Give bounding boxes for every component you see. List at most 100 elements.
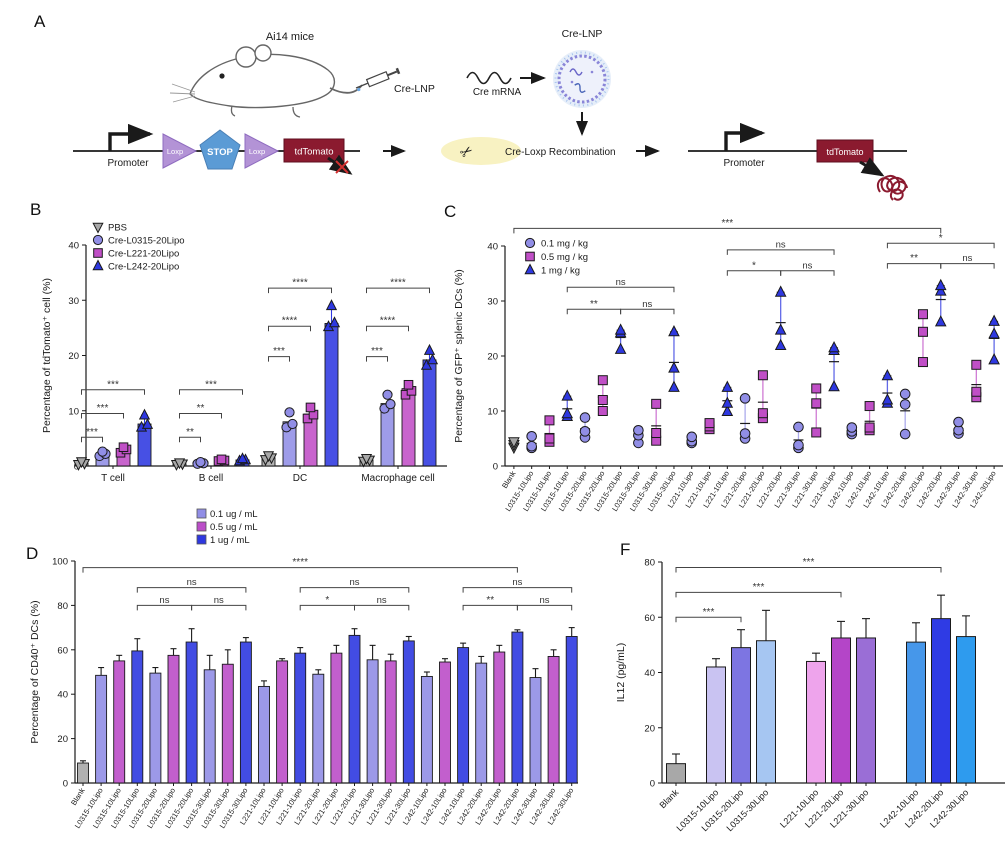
mouse-title: Ai14 mice [266, 31, 314, 43]
data-point [988, 353, 1000, 365]
bar [731, 647, 751, 784]
significance-label: ** [590, 299, 598, 310]
legend-swatch [196, 521, 207, 532]
y-axis-title: Percentage of CD40⁺ DCs (%) [29, 600, 41, 743]
data-point [93, 248, 103, 258]
data-point [614, 323, 627, 335]
bar [348, 634, 361, 784]
data-point [668, 380, 680, 392]
data-point [614, 342, 627, 354]
data-point [403, 379, 414, 390]
significance-bracket [566, 286, 675, 293]
gene-construct-recombined: Promoter tdTomato [688, 122, 908, 201]
data-point [423, 343, 436, 355]
y-axis-title: Percentage of tdTomato⁺ cell (%) [41, 278, 53, 433]
x-category-label: DC [293, 473, 307, 484]
significance-label: ns [962, 253, 972, 264]
promoter-arrow [108, 123, 154, 151]
significance-bracket [268, 287, 332, 294]
bar [384, 660, 397, 784]
significance-label: **** [292, 557, 308, 568]
bar [493, 651, 506, 784]
bar [475, 662, 488, 784]
tdtomato-label: tdTomato [294, 147, 333, 158]
promoter-label: Promoter [107, 158, 149, 169]
data-point [544, 415, 555, 426]
legend-label: 0.1 mg / kg [541, 239, 588, 250]
tdtomato-label: tdTomato [826, 147, 863, 157]
panel-f-label: F [620, 540, 631, 559]
injection-label: Cre-LNP [394, 83, 435, 95]
mouse-whiskers [169, 83, 196, 103]
data-point [508, 437, 520, 449]
panel-d-chart: 0 20 40 60 80 100 Percentage of CD40⁺ DCs (%) B… [29, 508, 578, 830]
significance-label: *** [273, 346, 285, 357]
significance-label: ** [486, 595, 494, 606]
data-point [811, 383, 822, 394]
bar [565, 636, 578, 784]
data-point [899, 428, 911, 440]
significance-bracket [136, 587, 247, 593]
data-point [216, 454, 227, 465]
y-tick-label: 80 [57, 601, 68, 612]
data-point [668, 325, 680, 337]
promoter-arrow [724, 122, 766, 151]
significance-bracket [462, 604, 518, 611]
bar [706, 666, 726, 784]
significance-label: **** [390, 278, 406, 289]
recombination-highlight [441, 137, 521, 165]
significance-label: *** [703, 607, 715, 618]
loxp-label: Loxp [249, 147, 265, 156]
y-tick-label: 60 [57, 645, 68, 656]
legend-label: PBS [108, 223, 127, 234]
expression-arrow [859, 157, 885, 177]
y-tick-label: 20 [487, 352, 498, 363]
significance-label: *** [205, 379, 217, 390]
y-tick-label: 30 [68, 296, 79, 307]
data-point [704, 418, 715, 429]
x-tick-label: Blank [657, 787, 680, 810]
significance-label: ns [616, 277, 626, 288]
data-point [721, 404, 734, 417]
data-point [934, 284, 947, 296]
significance-bracket [780, 270, 835, 276]
significance-bracket [299, 604, 355, 611]
data-point [934, 315, 947, 327]
legend-label: 0.5 ug / mL [210, 522, 258, 533]
gene-construct-floxed: Promoter Loxp STOP Loxp tdTomato [73, 123, 360, 175]
y-tick-label: 80 [644, 558, 655, 569]
panel-a-diagram: Ai14 mice Cre-LNP Promoter Loxp STOP Lox… [73, 28, 908, 201]
data-point [262, 451, 275, 463]
significance-label: ** [197, 403, 205, 414]
loxp-label: Loxp [167, 147, 183, 156]
x-category-label: B cell [199, 473, 223, 484]
bar [422, 359, 437, 467]
data-point [75, 457, 88, 469]
data-point [579, 412, 591, 423]
x-tick-label: L0315-10Lipo [674, 787, 720, 833]
legend-label: 0.1 ug / mL [210, 509, 258, 520]
bar [756, 640, 776, 784]
panel-c-label: C [444, 202, 457, 221]
data-point [561, 389, 574, 401]
significance-bracket [136, 604, 193, 611]
data-point [92, 259, 104, 271]
y-axis-title: Percentage of GFP⁺ splenic DCs (%) [453, 269, 465, 443]
data-point [721, 396, 734, 408]
y-tick-label: 0 [63, 779, 68, 790]
significance-bracket [462, 587, 573, 593]
data-point [846, 422, 858, 433]
bar [547, 656, 560, 784]
y-tick-label: 0 [650, 779, 655, 790]
significance-label: *** [97, 403, 109, 414]
significance-bracket [179, 389, 243, 395]
data-point [236, 452, 249, 464]
significance-label: ** [186, 427, 194, 438]
bar [294, 652, 307, 784]
data-point [597, 375, 608, 386]
data-point [934, 278, 947, 291]
significance-bracket [886, 263, 942, 269]
syringe-icon [355, 67, 401, 92]
bar [185, 641, 198, 784]
